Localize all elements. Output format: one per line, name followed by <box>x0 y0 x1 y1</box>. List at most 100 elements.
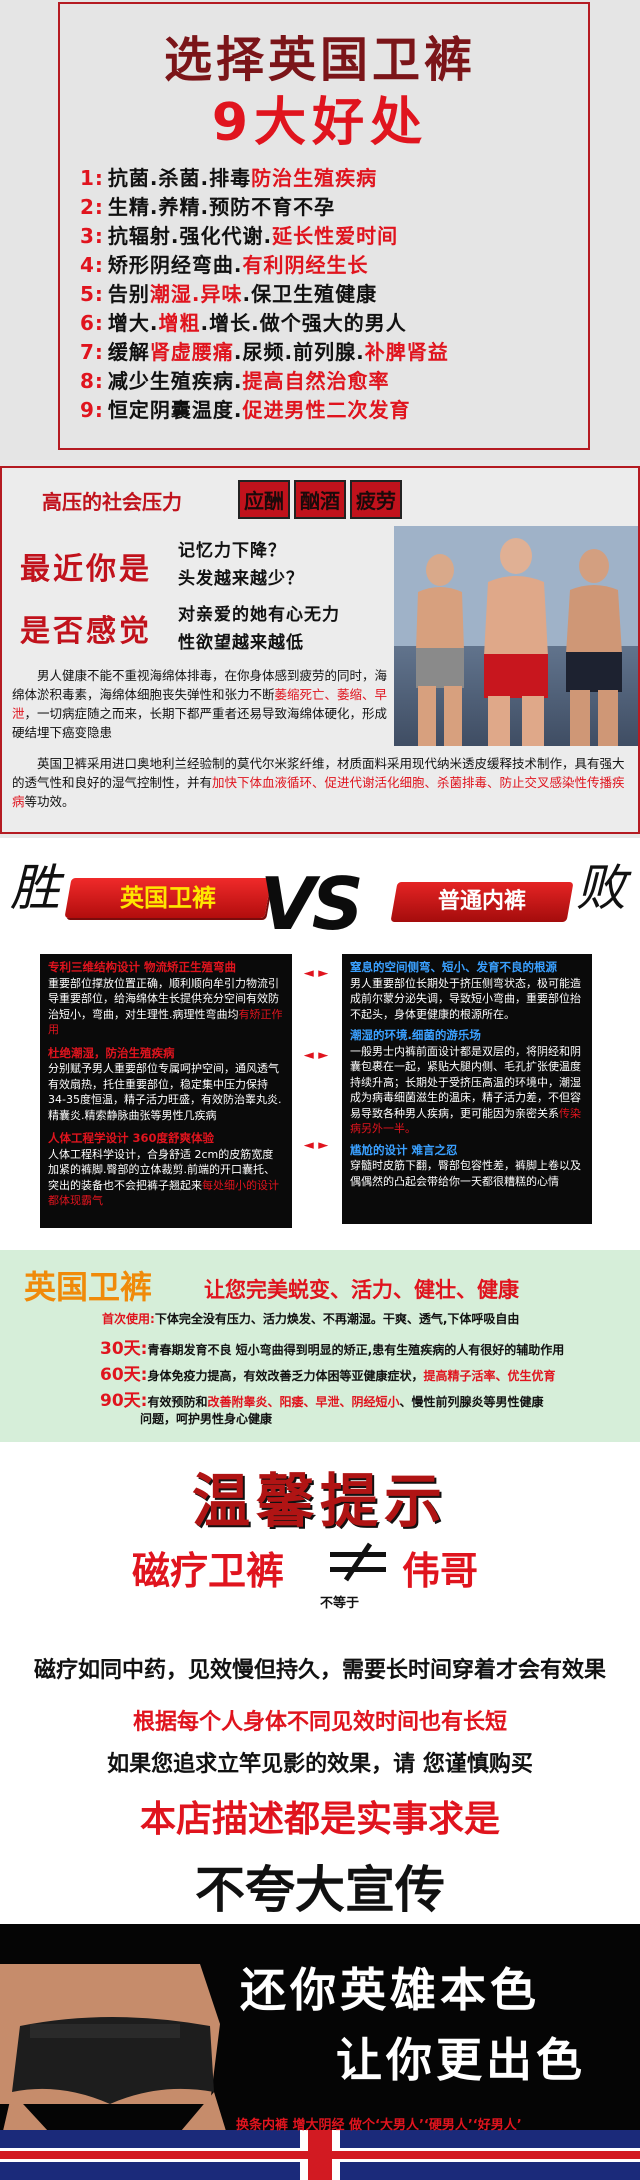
benefit-item: 8: 减少生殖疾病.提高自然治愈率 <box>80 365 620 394</box>
benefit-number: 7: <box>80 340 104 364</box>
left-feature-heading: 杜绝潮湿，防治生殖疾病 <box>48 1045 175 1060</box>
hero-banner: 还你英雄本色 让你更出色 换条内裤 增大阴经 做个‘大男人’‘硬男人’‘好男人’ <box>0 1924 640 2180</box>
compare-arrow: ◄ ► <box>303 1048 329 1063</box>
benefit-number: 1: <box>80 166 104 190</box>
benefit-number: 2: <box>80 195 104 219</box>
benefits-list: 1: 抗菌.杀菌.排毒防治生殖疾病 2: 生精.养精.预防不育不孕 3: 抗辐射.强化代谢… <box>80 162 620 423</box>
pressure-tags: 应酬 酗酒 疲劳 <box>238 480 402 519</box>
benefit-text: 恒定阴囊温度. <box>107 398 243 422</box>
day30-line: 30天:青春期发育不良 短小弯曲得到明显的矫正,患有生殖疾病的人有很好的辅助作用 <box>100 1339 565 1359</box>
benefit-highlight: 有利阴经生长 <box>242 253 369 277</box>
tag-fatigue: 疲劳 <box>350 480 402 519</box>
benefit-item: 4: 矫形阴经弯曲.有利阴经生长 <box>80 249 620 278</box>
question-desire: 性欲望越来越低 <box>178 633 304 653</box>
left-feature-heading: 人体工程学设计 360度舒爽体验 <box>48 1131 215 1145</box>
benefit-text-tail: .增长.做个强大的男人 <box>200 311 407 335</box>
right-feature-body: 穿髓时皮筋下翻，臀部包容性差，裤脚上卷以及偶偶然的凸起会带给你一天都很糟糕的心情 <box>350 1159 581 1188</box>
day90-line: 90天:有效预防和改善附睾炎、阳痿、早泄、阴经短小、慢性前列腺炎等男性健康 <box>100 1391 544 1411</box>
hero-slogan: 换条内裤 增大阴经 做个‘大男人’‘硬男人’‘好男人’ <box>236 2118 522 2133</box>
benefit-text: 抗菌.杀菌.排毒 <box>107 166 252 190</box>
benefit-text-tail: .保卫生殖健康 <box>242 282 378 306</box>
do-you-feel-heading: 是否感觉 <box>20 614 152 649</box>
benefits-frame <box>58 2 590 450</box>
tag-socializing: 应酬 <box>238 480 290 519</box>
benefit-item: 1: 抗菌.杀菌.排毒防治生殖疾病 <box>80 162 620 191</box>
benefits-title: 选择英国卫裤 <box>163 32 476 88</box>
benefit-highlight-2: 补脾肾益 <box>364 340 449 364</box>
pressure-heading: 高压的社会压力 <box>42 490 182 514</box>
benefit-number: 4: <box>80 253 104 277</box>
hero-line-2: 让你更出色 <box>336 2033 586 2087</box>
vs-label: VS <box>260 862 364 946</box>
magnetic-brief-label: 磁疗卫裤 <box>132 1549 285 1593</box>
tip-line-4: 本店描述都是实事求是 <box>139 1799 500 1840</box>
left-feature-body: 人体工程科学设计，合身舒适 2cm的皮筋宽度加紧的裤脚.臀部的立体裁剪.前端的开… <box>48 1147 279 1208</box>
uk-brief-banner: 英国卫裤 <box>64 878 272 918</box>
benefit-number: 8: <box>80 369 104 393</box>
benefit-item: 7: 缓解肾虚腰痛.尿频.前列腺.补脾肾益 <box>80 336 620 365</box>
pressure-section: 高压的社会压力 应酬 酗酒 疲劳 最近你是 是否感觉 记忆力下降？ 头发越来越少… <box>0 466 640 834</box>
benefit-highlight: 防治生殖疾病 <box>251 166 378 190</box>
benefit-text: 矫形阴经弯曲. <box>107 253 243 277</box>
benefit-text: 缓解 <box>107 340 150 364</box>
tip-line-1: 磁疗如同中药，见效慢但持久，需要长时间穿着才会有效果 <box>33 1658 606 1683</box>
uk-brief-features: 专利三维结构设计 物流矫正生殖弯曲重要部位撑放位置正确，顺利顺向牟引力物流引导重… <box>40 954 292 1228</box>
benefit-text: 告别 <box>107 282 150 306</box>
benefit-item: 6: 增大.增粗.增长.做个强大的男人 <box>80 307 620 336</box>
tips-section: 温馨提示 磁疗卫裤 不等于 伟哥 磁疗如同中药，见效慢但持久，需要长时间穿着才会… <box>0 1442 640 1924</box>
left-feature-body: 分别赋予男人重要部位专属呵护空间，通风透气有效扇热，托住重要部位，稳定集中压力保… <box>48 1062 282 1122</box>
right-feature-body: 一般男士内裤前面设计都是双层的，将阴经和阴囊包裹在一起，紧贴大腿内侧、毛孔扩张使… <box>350 1044 581 1136</box>
question-partner: 对亲爱的她有心无力 <box>178 605 340 625</box>
benefits-section: 选择英国卫裤 9大好处 1: 抗菌.杀菌.排毒防治生殖疾病 2: 生精.养精.预防不育… <box>0 0 640 460</box>
tips-title: 温馨提示 <box>191 1467 448 1535</box>
question-memory: 记忆力下降？ <box>178 541 286 561</box>
timeline-subtitle: 让您完美蜕变、活力、健壮、健康 <box>204 1278 519 1302</box>
benefit-text: 减少生殖疾病. <box>107 369 243 393</box>
compare-arrow: ◄ ► <box>303 966 329 981</box>
models-photo <box>394 526 638 746</box>
timeline-section: 英国卫裤 让您完美蜕变、活力、健壮、健康 首次使用:下体完全没有压力、活力焕发、… <box>0 1250 640 1442</box>
benefit-item: 5: 告别潮湿.异味.保卫生殖健康 <box>80 278 620 307</box>
day60-line: 60天:身体免疫力提高，有效改善乏力体困等亚健康症状，提高精子活率、优生优育 <box>100 1365 556 1385</box>
benefit-item: 9: 恒定阴囊温度.促进男性二次发育 <box>80 394 620 423</box>
benefit-highlight: 延长性爱时间 <box>272 224 399 248</box>
benefit-number: 5: <box>80 282 104 306</box>
not-equal-text: 不等于 <box>320 1596 360 1611</box>
benefit-number: 6: <box>80 311 104 335</box>
benefit-text-tail: .尿频.前列腺. <box>233 340 365 364</box>
benefit-number: 9: <box>80 398 104 422</box>
benefit-text: 增大. <box>107 311 159 335</box>
tag-drinking: 酗酒 <box>294 480 346 519</box>
recently-heading: 最近你是 <box>20 552 152 587</box>
day90-line-2: 问题，呵护男性身心健康 <box>140 1412 273 1426</box>
compare-arrow: ◄ ► <box>303 1138 329 1153</box>
benefit-text: 抗辐射.强化代谢. <box>107 224 273 248</box>
union-flag-cross <box>0 2130 640 2180</box>
benefit-highlight: 肾虚腰痛 <box>149 340 234 364</box>
material-paragraph: 英国卫裤采用进口奥地利兰经验制的莫代尔米浆纤维，材质面料采用现代纳米透皮缓释技术… <box>12 756 625 809</box>
benefit-item: 2: 生精.养精.预防不育不孕 <box>80 191 620 220</box>
left-feature-body: 重要部位撑放位置正确，顺利顺向牟引力物流引导重要部位，给海绵体生长提供充分空间有… <box>48 976 283 1037</box>
ordinary-brief-banner: 普通内裤 <box>390 882 574 922</box>
comparison-section: 胜 英国卫裤 VS 普通内裤 败 专利三维结构设计 物流矫正生殖弯曲 重要部位撑放… <box>0 838 640 1250</box>
left-feature-heading: 专利三维结构设计 物流矫正生殖弯曲 <box>48 960 237 974</box>
benefit-highlight: 增粗 <box>158 311 201 335</box>
ordinary-brief-features: 窒息的空间侧弯、短小、发育不良的根源男人重要部位长期处于挤压侧弯状态，极可能造成… <box>342 954 592 1224</box>
right-feature-heading: 潮湿的环境.细菌的游乐场 <box>350 1028 481 1042</box>
benefit-number: 3: <box>80 224 104 248</box>
benefit-highlight: 潮湿.异味 <box>149 282 243 306</box>
right-feature-body: 男人重要部位长期处于挤压侧弯状态，极可能造成前尔蒙分泌失调，导致短小弯曲，重要部… <box>350 976 581 1021</box>
question-hair: 头发越来越少？ <box>178 569 304 589</box>
benefit-highlight: 促进男性二次发育 <box>242 398 411 422</box>
not-equal-icon <box>330 1542 386 1582</box>
benefits-subtitle: 9大好处 <box>211 93 429 153</box>
tip-line-2: 根据每个人身体不同见效时间也有长短 <box>132 1710 507 1735</box>
timeline-title: 英国卫裤 <box>24 1268 153 1306</box>
tip-line-3: 如果您追求立竿见影的效果，请 您谨慎购买 <box>107 1752 533 1777</box>
models-illustration <box>394 526 638 746</box>
benefit-text: 生精.养精.预防不育不孕 <box>107 195 336 219</box>
right-feature-heading: 尴尬的设计 难言之忍 <box>350 1142 458 1157</box>
right-feature-heading: 窒息的空间侧弯、短小、发育不良的根源 <box>350 960 557 974</box>
benefit-item: 3: 抗辐射.强化代谢.延长性爱时间 <box>80 220 620 249</box>
win-label: 胜 <box>10 859 60 917</box>
